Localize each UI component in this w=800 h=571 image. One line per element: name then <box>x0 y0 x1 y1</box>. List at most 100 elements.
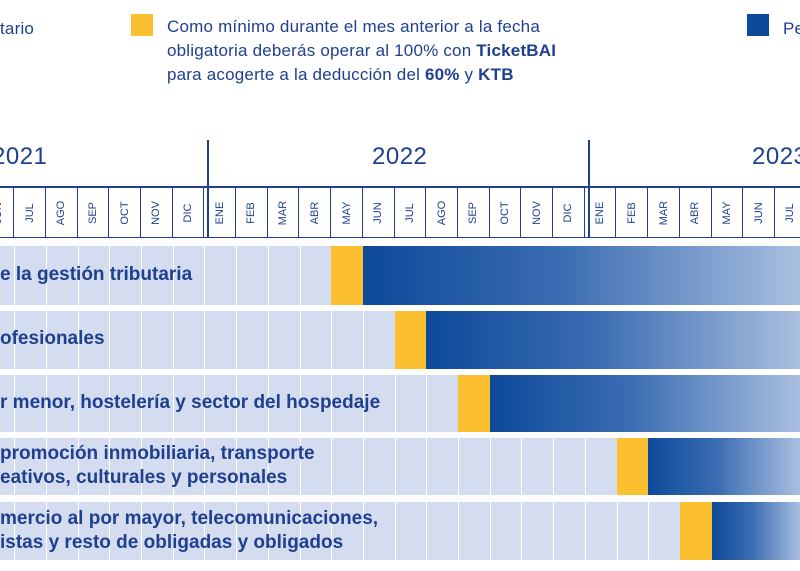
legend-ticketbai: TicketBAI <box>476 41 557 60</box>
row-label-line: istas y resto de obligadas y obligados <box>0 532 344 553</box>
month-label: JUL <box>784 203 797 223</box>
grid-line <box>236 311 237 369</box>
month-cell: NOV <box>521 188 554 238</box>
grid-line <box>363 375 364 432</box>
year-label-2023: 2023 <box>752 143 800 170</box>
grid-line <box>46 375 47 432</box>
grid-line <box>141 438 142 495</box>
grid-line <box>14 246 15 305</box>
legend-middle-line-3-text: para acogerte a la deducción del <box>167 65 425 84</box>
grid-line <box>395 438 396 495</box>
legend-left-text: tario <box>0 19 35 38</box>
year-divider-1 <box>588 140 590 238</box>
legend-blue-swatch <box>747 14 769 36</box>
grid-line <box>268 502 269 560</box>
grid-line <box>585 438 586 495</box>
month-label: FEB <box>245 202 258 224</box>
month-cell: DIC <box>553 188 585 238</box>
year-divider-0 <box>207 140 209 238</box>
grid-line <box>236 246 237 305</box>
month-label: DIC <box>562 203 575 223</box>
yellow-cell <box>331 246 363 305</box>
blue-bar <box>648 438 800 495</box>
grid-line <box>204 438 205 495</box>
grid-line <box>300 438 301 495</box>
grid-line <box>141 375 142 432</box>
grid-line <box>521 438 522 495</box>
blue-bar <box>362 246 800 305</box>
grid-line <box>268 375 269 432</box>
legend-right-text: Pe <box>783 19 800 38</box>
grid-line <box>141 311 142 369</box>
year-label-2022: 2022 <box>372 143 428 170</box>
grid-line <box>268 246 269 305</box>
month-cell: MAY <box>712 188 744 238</box>
legend-middle-line-2-text: obligatoria deberás operar al 100% con <box>167 41 477 60</box>
yellow-cell <box>458 375 490 432</box>
grid-line <box>78 438 79 495</box>
yellow-cell <box>679 502 712 560</box>
legend-middle-line-2: obligatoria deberás operar al 100% con T… <box>167 39 556 63</box>
grid-line <box>363 502 364 560</box>
month-axis-baseline <box>0 237 800 238</box>
grid-line <box>173 502 174 560</box>
grid-line <box>14 438 15 495</box>
grid-line <box>236 502 237 560</box>
month-cell: MAR <box>648 188 680 238</box>
row-label: ofesionales <box>0 327 105 351</box>
grid-line <box>426 438 427 495</box>
month-label: AGO <box>55 200 68 226</box>
month-label: JUL <box>403 203 416 223</box>
grid-line <box>78 246 79 305</box>
grid-line <box>14 502 15 560</box>
grid-line <box>331 438 332 495</box>
blue-bar <box>426 311 800 369</box>
row-label-line: promoción inmobiliaria, transporte <box>0 443 315 464</box>
row-label: promoción inmobiliaria, transporte eativo… <box>0 442 315 490</box>
grid-line <box>173 246 174 305</box>
legend-middle-text: Como mínimo durante el mes anterior a la… <box>167 15 556 87</box>
month-label: JUN <box>752 202 765 224</box>
row-label-line: e la gestión tributaria <box>0 264 193 285</box>
month-label: NOV <box>150 201 163 225</box>
month-label: OCT <box>499 201 512 225</box>
row-label: e la gestión tributaria <box>0 263 192 287</box>
blue-bar <box>711 502 800 560</box>
grid-line <box>78 375 79 432</box>
year-axis-line <box>0 186 800 188</box>
month-cell: SEP <box>458 188 490 238</box>
grid-line <box>490 502 491 560</box>
month-cell: OCT <box>109 188 141 238</box>
month-cell: AGO <box>46 188 78 238</box>
grid-line <box>331 502 332 560</box>
month-label: MAR <box>277 200 290 226</box>
grid-line <box>553 502 554 560</box>
month-cell: OCT <box>490 188 522 238</box>
month-cell: JUN <box>363 188 395 238</box>
grid-line <box>395 502 396 560</box>
grid-line <box>173 311 174 369</box>
month-label: SEP <box>467 201 480 225</box>
legend-middle-line-1: Como mínimo durante el mes anterior a la… <box>167 17 540 36</box>
month-cell: MAR <box>268 188 300 238</box>
month-label: DIC <box>182 203 195 223</box>
grid-line <box>204 502 205 560</box>
grid-line <box>458 438 459 495</box>
month-label: OCT <box>118 201 131 225</box>
grid-line <box>236 438 237 495</box>
grid-line <box>109 375 110 432</box>
yellow-cell <box>616 438 649 495</box>
grid-line <box>426 375 427 432</box>
grid-line <box>363 311 364 369</box>
grid-line <box>141 502 142 560</box>
month-label: AGO <box>435 200 448 226</box>
month-cell: ENE <box>585 188 617 238</box>
month-label: ENE <box>213 201 226 225</box>
grid-line <box>204 311 205 369</box>
grid-line <box>363 438 364 495</box>
legend-60-percent: 60% <box>425 65 460 84</box>
grid-line <box>268 438 269 495</box>
grid-line <box>268 311 269 369</box>
grid-line <box>109 311 110 369</box>
grid-line <box>46 246 47 305</box>
